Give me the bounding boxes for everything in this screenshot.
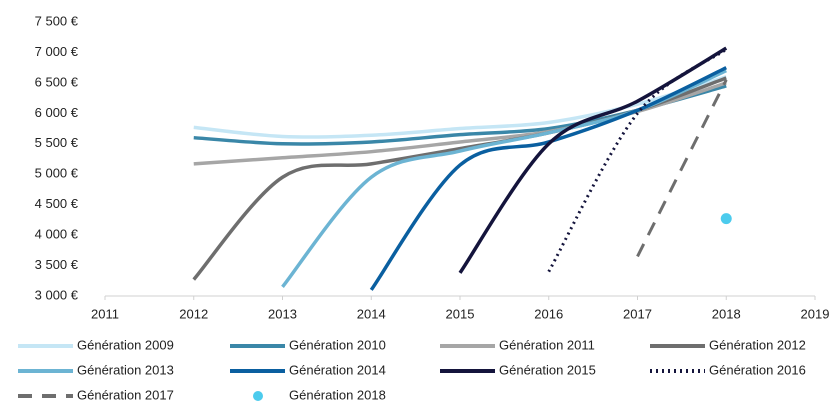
x-tick-label: 2016 (534, 306, 563, 321)
x-tick-label: 2011 (91, 306, 119, 321)
y-tick-label: 5 000 € (35, 166, 79, 181)
point (720, 213, 732, 225)
series-line (369, 66, 728, 291)
y-tick-label: 5 500 € (35, 135, 79, 150)
legend-label: Génération 2011 (499, 337, 595, 352)
x-tick-label: 2019 (801, 306, 830, 321)
legend-label: Génération 2009 (77, 337, 174, 352)
legend-marker (253, 391, 263, 401)
x-tick-label: 2014 (357, 306, 386, 321)
series-line (193, 75, 727, 139)
x-tick-label: 2012 (179, 306, 208, 321)
y-tick-label: 7 000 € (35, 44, 79, 59)
series-line (636, 79, 728, 258)
legend-label: Génération 2014 (289, 362, 386, 377)
series-line (458, 46, 728, 274)
legend-label: Génération 2012 (709, 337, 806, 352)
y-tick-label: 6 000 € (35, 105, 79, 120)
legend-label: Génération 2015 (499, 362, 596, 377)
x-tick-label: 2015 (446, 306, 475, 321)
x-tick-label: 2018 (712, 306, 741, 321)
legend-label: Génération 2013 (77, 362, 174, 377)
y-tick-label: 3 000 € (35, 287, 79, 302)
legend-label: Génération 2010 (289, 337, 386, 352)
legend-label: Génération 2016 (709, 362, 806, 377)
series-line (281, 69, 727, 288)
y-tick-label: 3 500 € (35, 257, 79, 272)
legend-label: Génération 2017 (77, 387, 174, 402)
x-tick-label: 2013 (268, 306, 297, 321)
y-tick-label: 4 000 € (35, 227, 79, 242)
y-tick-label: 6 500 € (35, 74, 79, 89)
x-tick-label: 2017 (623, 306, 652, 321)
y-tick-label: 7 500 € (35, 13, 79, 28)
y-tick-label: 4 500 € (35, 196, 79, 211)
legend-label: Génération 2018 (289, 387, 386, 402)
